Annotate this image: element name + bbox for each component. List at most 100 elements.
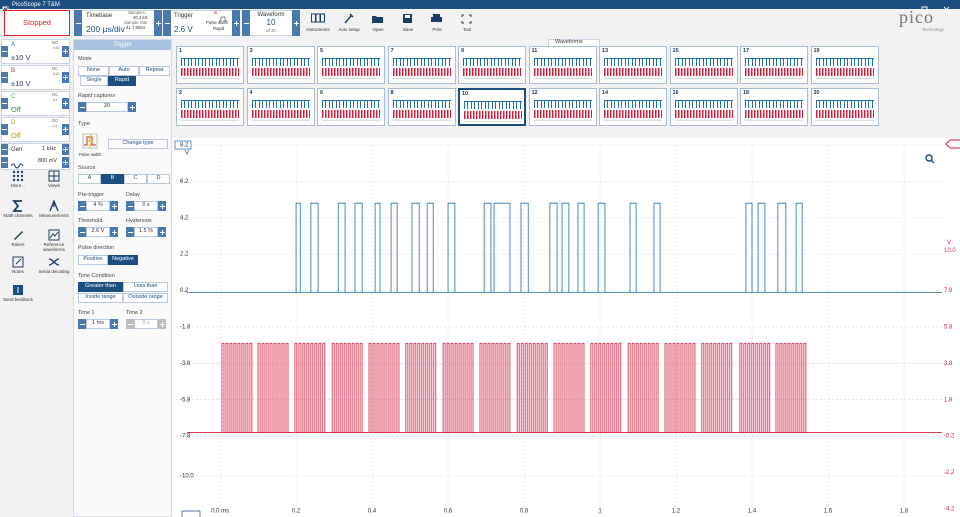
plus-button[interactable] bbox=[158, 201, 166, 211]
change-type-button[interactable]: Change type bbox=[108, 139, 168, 149]
waveform-thumbnail[interactable]: 19 bbox=[810, 46, 879, 84]
waveform-thumbnail[interactable]: 18 bbox=[740, 88, 808, 126]
minus-button[interactable] bbox=[1, 124, 8, 135]
toggle-button[interactable]: Positive bbox=[78, 255, 108, 265]
minus-button[interactable] bbox=[1, 98, 8, 109]
plus-button[interactable] bbox=[158, 227, 166, 237]
waveform-thumbnail[interactable]: 3 bbox=[246, 46, 315, 84]
spin-field[interactable]: 1 ms bbox=[86, 319, 110, 329]
side-tool-label[interactable]: Math channels bbox=[3, 213, 33, 218]
channel-box[interactable] bbox=[1, 117, 70, 142]
timebase-value[interactable]: 200 µs/div bbox=[86, 24, 125, 34]
toggle-button[interactable]: Single bbox=[80, 76, 108, 86]
status-button[interactable]: Stopped bbox=[4, 10, 70, 36]
plus-button[interactable] bbox=[292, 10, 300, 36]
minus-button[interactable] bbox=[1, 157, 8, 168]
minus-button[interactable] bbox=[1, 72, 8, 83]
spin-field[interactable]: 0 s bbox=[134, 319, 158, 329]
waveform-thumbnail[interactable]: 5 bbox=[317, 46, 385, 84]
tool-label[interactable]: Tool bbox=[462, 27, 472, 32]
toggle-button[interactable]: None bbox=[78, 66, 109, 76]
toggle-button[interactable]: Inside range bbox=[78, 293, 123, 303]
trace-burst bbox=[257, 342, 290, 433]
side-tool-label[interactable]: Measurements bbox=[39, 213, 69, 218]
waveform-thumbnail[interactable]: 7 bbox=[387, 46, 456, 84]
waveform-number[interactable]: 10 bbox=[266, 18, 276, 27]
spin-field[interactable]: 1.5 % bbox=[134, 227, 158, 237]
side-tool-label[interactable]: Send feedback bbox=[2, 297, 34, 302]
waveform-thumbnail[interactable]: 10 bbox=[458, 88, 526, 126]
plus-button[interactable] bbox=[62, 157, 69, 168]
toggle-button[interactable]: Rapid bbox=[108, 76, 136, 86]
waveform-thumbnail[interactable]: 4 bbox=[246, 88, 315, 126]
waveform-thumbnail[interactable]: 14 bbox=[599, 88, 667, 126]
tool-label[interactable]: Open bbox=[372, 27, 384, 32]
waveform-thumbnail[interactable]: 2 bbox=[176, 88, 244, 126]
tool-label[interactable]: Auto setup bbox=[338, 27, 360, 32]
plus-button[interactable] bbox=[62, 72, 69, 83]
plus-button[interactable] bbox=[110, 227, 118, 237]
toggle-button[interactable]: Repeat bbox=[139, 66, 170, 76]
toggle-button[interactable]: Negative bbox=[108, 255, 138, 265]
waveform-thumbnail[interactable]: 12 bbox=[528, 88, 597, 126]
minus-button[interactable] bbox=[242, 10, 250, 36]
side-tool-label[interactable]: Serial decoding bbox=[38, 269, 70, 274]
side-tool-label[interactable]: More... bbox=[10, 183, 25, 188]
side-tool-label[interactable]: Views bbox=[48, 183, 60, 188]
spin-field[interactable]: 0 s bbox=[134, 201, 158, 211]
waveform-thumbnail[interactable]: 6 bbox=[317, 88, 385, 126]
waveform-thumbnail[interactable]: 13 bbox=[599, 46, 667, 84]
spin-field[interactable]: 2.6 V bbox=[86, 227, 110, 237]
pulse-icon-svg bbox=[219, 16, 227, 22]
plus-button[interactable] bbox=[110, 201, 118, 211]
minus-button[interactable] bbox=[78, 201, 86, 211]
toggle-button[interactable]: Less than bbox=[123, 282, 168, 292]
plus-button[interactable] bbox=[232, 10, 240, 36]
toggle-button[interactable]: Auto bbox=[109, 66, 139, 76]
waveform-thumbnail[interactable]: 1 bbox=[176, 46, 244, 84]
minus-button[interactable] bbox=[126, 319, 134, 329]
toggle-button[interactable]: C bbox=[124, 174, 147, 184]
spin-field[interactable]: 4 % bbox=[86, 201, 110, 211]
minus-button[interactable] bbox=[126, 201, 134, 211]
waveform-thumbnail[interactable]: 16 bbox=[669, 88, 738, 126]
plus-button[interactable] bbox=[128, 102, 136, 112]
trigger-level[interactable]: 2.6 V bbox=[174, 25, 193, 34]
plus-button[interactable] bbox=[158, 319, 166, 329]
minus-button[interactable] bbox=[78, 319, 86, 329]
waveform-thumbnail[interactable]: 15 bbox=[669, 46, 738, 84]
tool-label[interactable]: Print bbox=[432, 27, 442, 32]
minus-button[interactable] bbox=[163, 10, 171, 36]
channel-box[interactable] bbox=[1, 65, 70, 90]
plus-button[interactable] bbox=[62, 46, 69, 57]
toggle-button[interactable]: A bbox=[78, 174, 101, 184]
waveform-thumbnail[interactable]: 20 bbox=[810, 88, 879, 126]
side-tool-label[interactable]: Rulers bbox=[11, 242, 25, 247]
minus-button[interactable] bbox=[126, 227, 134, 237]
plus-button[interactable] bbox=[110, 319, 118, 329]
generator-box[interactable] bbox=[1, 143, 70, 170]
minus-button[interactable] bbox=[78, 227, 86, 237]
waveform-thumbnail[interactable]: 9 bbox=[458, 46, 526, 84]
channel-box[interactable] bbox=[1, 39, 70, 64]
minus-button[interactable] bbox=[74, 10, 82, 36]
toggle-button[interactable]: Outside range bbox=[123, 293, 168, 303]
side-tool-label[interactable]: Reference waveforms bbox=[43, 242, 65, 252]
toggle-button[interactable]: Greater than bbox=[78, 282, 123, 292]
tool-label[interactable]: Save bbox=[402, 27, 414, 32]
plus-button[interactable] bbox=[62, 98, 69, 109]
plus-button[interactable] bbox=[62, 144, 69, 155]
side-tool-label[interactable]: Notes bbox=[12, 269, 24, 274]
waveform-thumbnail[interactable]: 17 bbox=[740, 46, 808, 84]
tool-label[interactable]: Instruments bbox=[306, 27, 330, 32]
minus-button[interactable] bbox=[1, 144, 8, 155]
minus-button[interactable] bbox=[78, 102, 86, 112]
waveform-thumbnail[interactable]: 8 bbox=[387, 88, 456, 126]
toggle-button[interactable]: D bbox=[147, 174, 170, 184]
spin-field[interactable]: 20 bbox=[86, 102, 128, 112]
plus-button[interactable] bbox=[154, 10, 162, 36]
toggle-button[interactable]: B bbox=[101, 174, 124, 184]
waveform-thumbnail[interactable]: 11 bbox=[528, 46, 597, 84]
plus-button[interactable] bbox=[62, 124, 69, 135]
minus-button[interactable] bbox=[1, 46, 8, 57]
